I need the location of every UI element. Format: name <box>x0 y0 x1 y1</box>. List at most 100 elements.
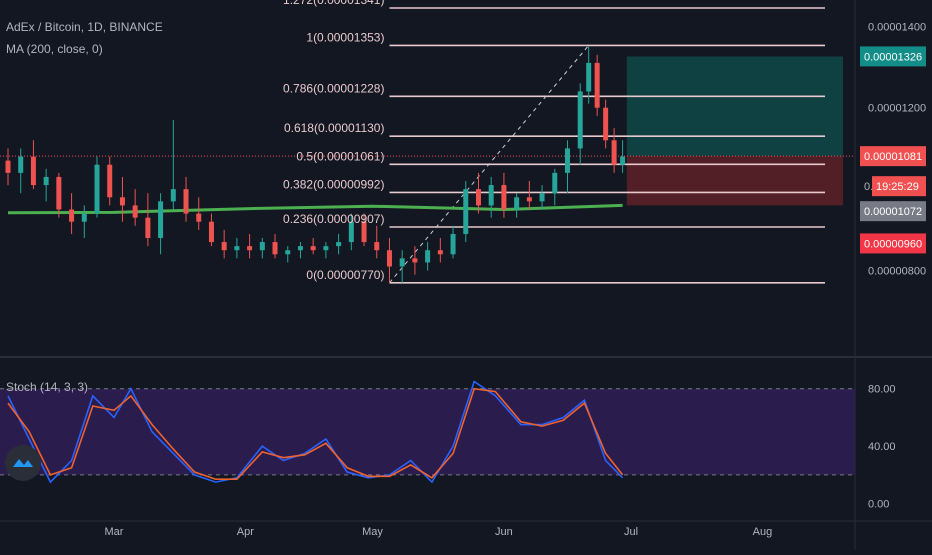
candle <box>18 148 24 194</box>
symbol-legend[interactable]: AdEx / Bitcoin, 1D, BINANCE <box>6 20 163 34</box>
candle-body <box>603 107 609 141</box>
candle-body <box>94 164 100 214</box>
candle <box>94 156 100 218</box>
candle <box>234 238 240 259</box>
candle <box>577 83 583 165</box>
candle <box>361 213 367 247</box>
price-badge-last-price: 0.00001081 <box>860 146 926 167</box>
fib-level-label: 1(0.00001353) <box>306 30 384 44</box>
candle-body <box>69 209 75 222</box>
candle <box>196 197 202 230</box>
candle <box>374 225 380 259</box>
candle-body <box>412 258 418 263</box>
candle-body <box>208 221 214 243</box>
candle-body <box>183 189 189 214</box>
candle <box>475 172 481 214</box>
candle <box>208 213 214 247</box>
candle <box>586 46 592 104</box>
candle-body <box>107 164 113 198</box>
candle <box>43 168 49 202</box>
candle <box>272 233 278 259</box>
candle-body <box>526 197 532 202</box>
price-badge-text: 0.00001081 <box>864 151 922 163</box>
candle <box>488 176 494 218</box>
candle-body <box>297 246 303 251</box>
candle-body <box>145 217 151 238</box>
candle-body <box>81 213 87 222</box>
candle-body <box>374 242 380 251</box>
candle <box>132 189 138 226</box>
candle-body <box>196 213 202 222</box>
price-badge-text: 0.00001072 <box>864 206 922 218</box>
candle-body <box>475 189 481 206</box>
price-badge-countdown-prefix: 0. <box>860 176 873 197</box>
price-badge-text: 0.00000960 <box>864 238 922 250</box>
target-zone <box>626 56 843 157</box>
candle <box>437 238 443 263</box>
fib-level-label: 0.382(0.00000992) <box>283 177 384 191</box>
candle <box>348 213 354 251</box>
price-badge-countdown: 19:25:29 <box>872 176 926 197</box>
candle-body <box>259 242 265 251</box>
date-tick-label: Jun <box>495 526 513 538</box>
candle-body <box>552 172 558 194</box>
candle <box>501 172 507 218</box>
candle <box>107 156 113 206</box>
date-tick-label: Apr <box>237 526 254 538</box>
candle <box>564 140 570 194</box>
candle-body <box>437 250 443 255</box>
fib-level-label: 0.618(0.00001130) <box>284 121 385 135</box>
candle <box>425 242 431 271</box>
candle-body <box>272 242 278 255</box>
candle-body <box>386 250 392 267</box>
candle <box>603 99 609 149</box>
candle <box>539 185 545 210</box>
candle <box>526 181 532 210</box>
candle-body <box>488 185 494 206</box>
price-badge-bg <box>860 176 872 197</box>
candle <box>310 238 316 255</box>
candle <box>450 225 456 259</box>
candle-body <box>221 242 227 251</box>
candle <box>399 250 405 283</box>
fib-level-label: 1.272(0.00001341) <box>283 0 384 7</box>
candle <box>81 205 87 238</box>
candle <box>183 176 189 222</box>
price-badge-bg <box>860 201 926 222</box>
price-badge-bg <box>872 176 926 197</box>
price-badge-stop: 0.00000960 <box>860 233 926 254</box>
logo-icon <box>5 445 41 481</box>
stoch-tick-label: 40.00 <box>868 441 896 453</box>
candle-body <box>564 148 570 173</box>
candle <box>297 242 303 259</box>
candle-body <box>336 242 342 247</box>
stoch-legend[interactable]: Stoch (14, 3, 3) <box>6 380 89 394</box>
candle <box>247 233 253 259</box>
candle <box>336 233 342 255</box>
price-badge-bg <box>860 233 926 254</box>
candle-body <box>323 246 329 251</box>
ma-legend[interactable]: MA (200, close, 0) <box>6 42 103 56</box>
candle <box>412 246 418 275</box>
candle-body <box>577 91 583 149</box>
price-badge-text: 19:25:29 <box>876 181 919 193</box>
candle-body <box>43 176 49 186</box>
price-badge-mid: 0.00001072 <box>860 201 926 222</box>
stoch-k-line <box>7 380 624 484</box>
candle-body <box>539 193 545 202</box>
candle <box>463 181 469 243</box>
candle <box>285 246 291 263</box>
fib-level-label: 0.786(0.00001228) <box>283 81 384 95</box>
candle-body <box>620 156 626 165</box>
price-badge-text: 0. <box>864 181 873 193</box>
candle-body <box>450 233 456 255</box>
candle-body <box>463 189 469 234</box>
candle <box>514 193 520 218</box>
candle-body <box>30 156 36 186</box>
candle-body <box>170 189 176 202</box>
candle <box>69 193 75 234</box>
candle-body <box>348 221 354 243</box>
stoch-tick-label: 80.00 <box>868 384 896 396</box>
